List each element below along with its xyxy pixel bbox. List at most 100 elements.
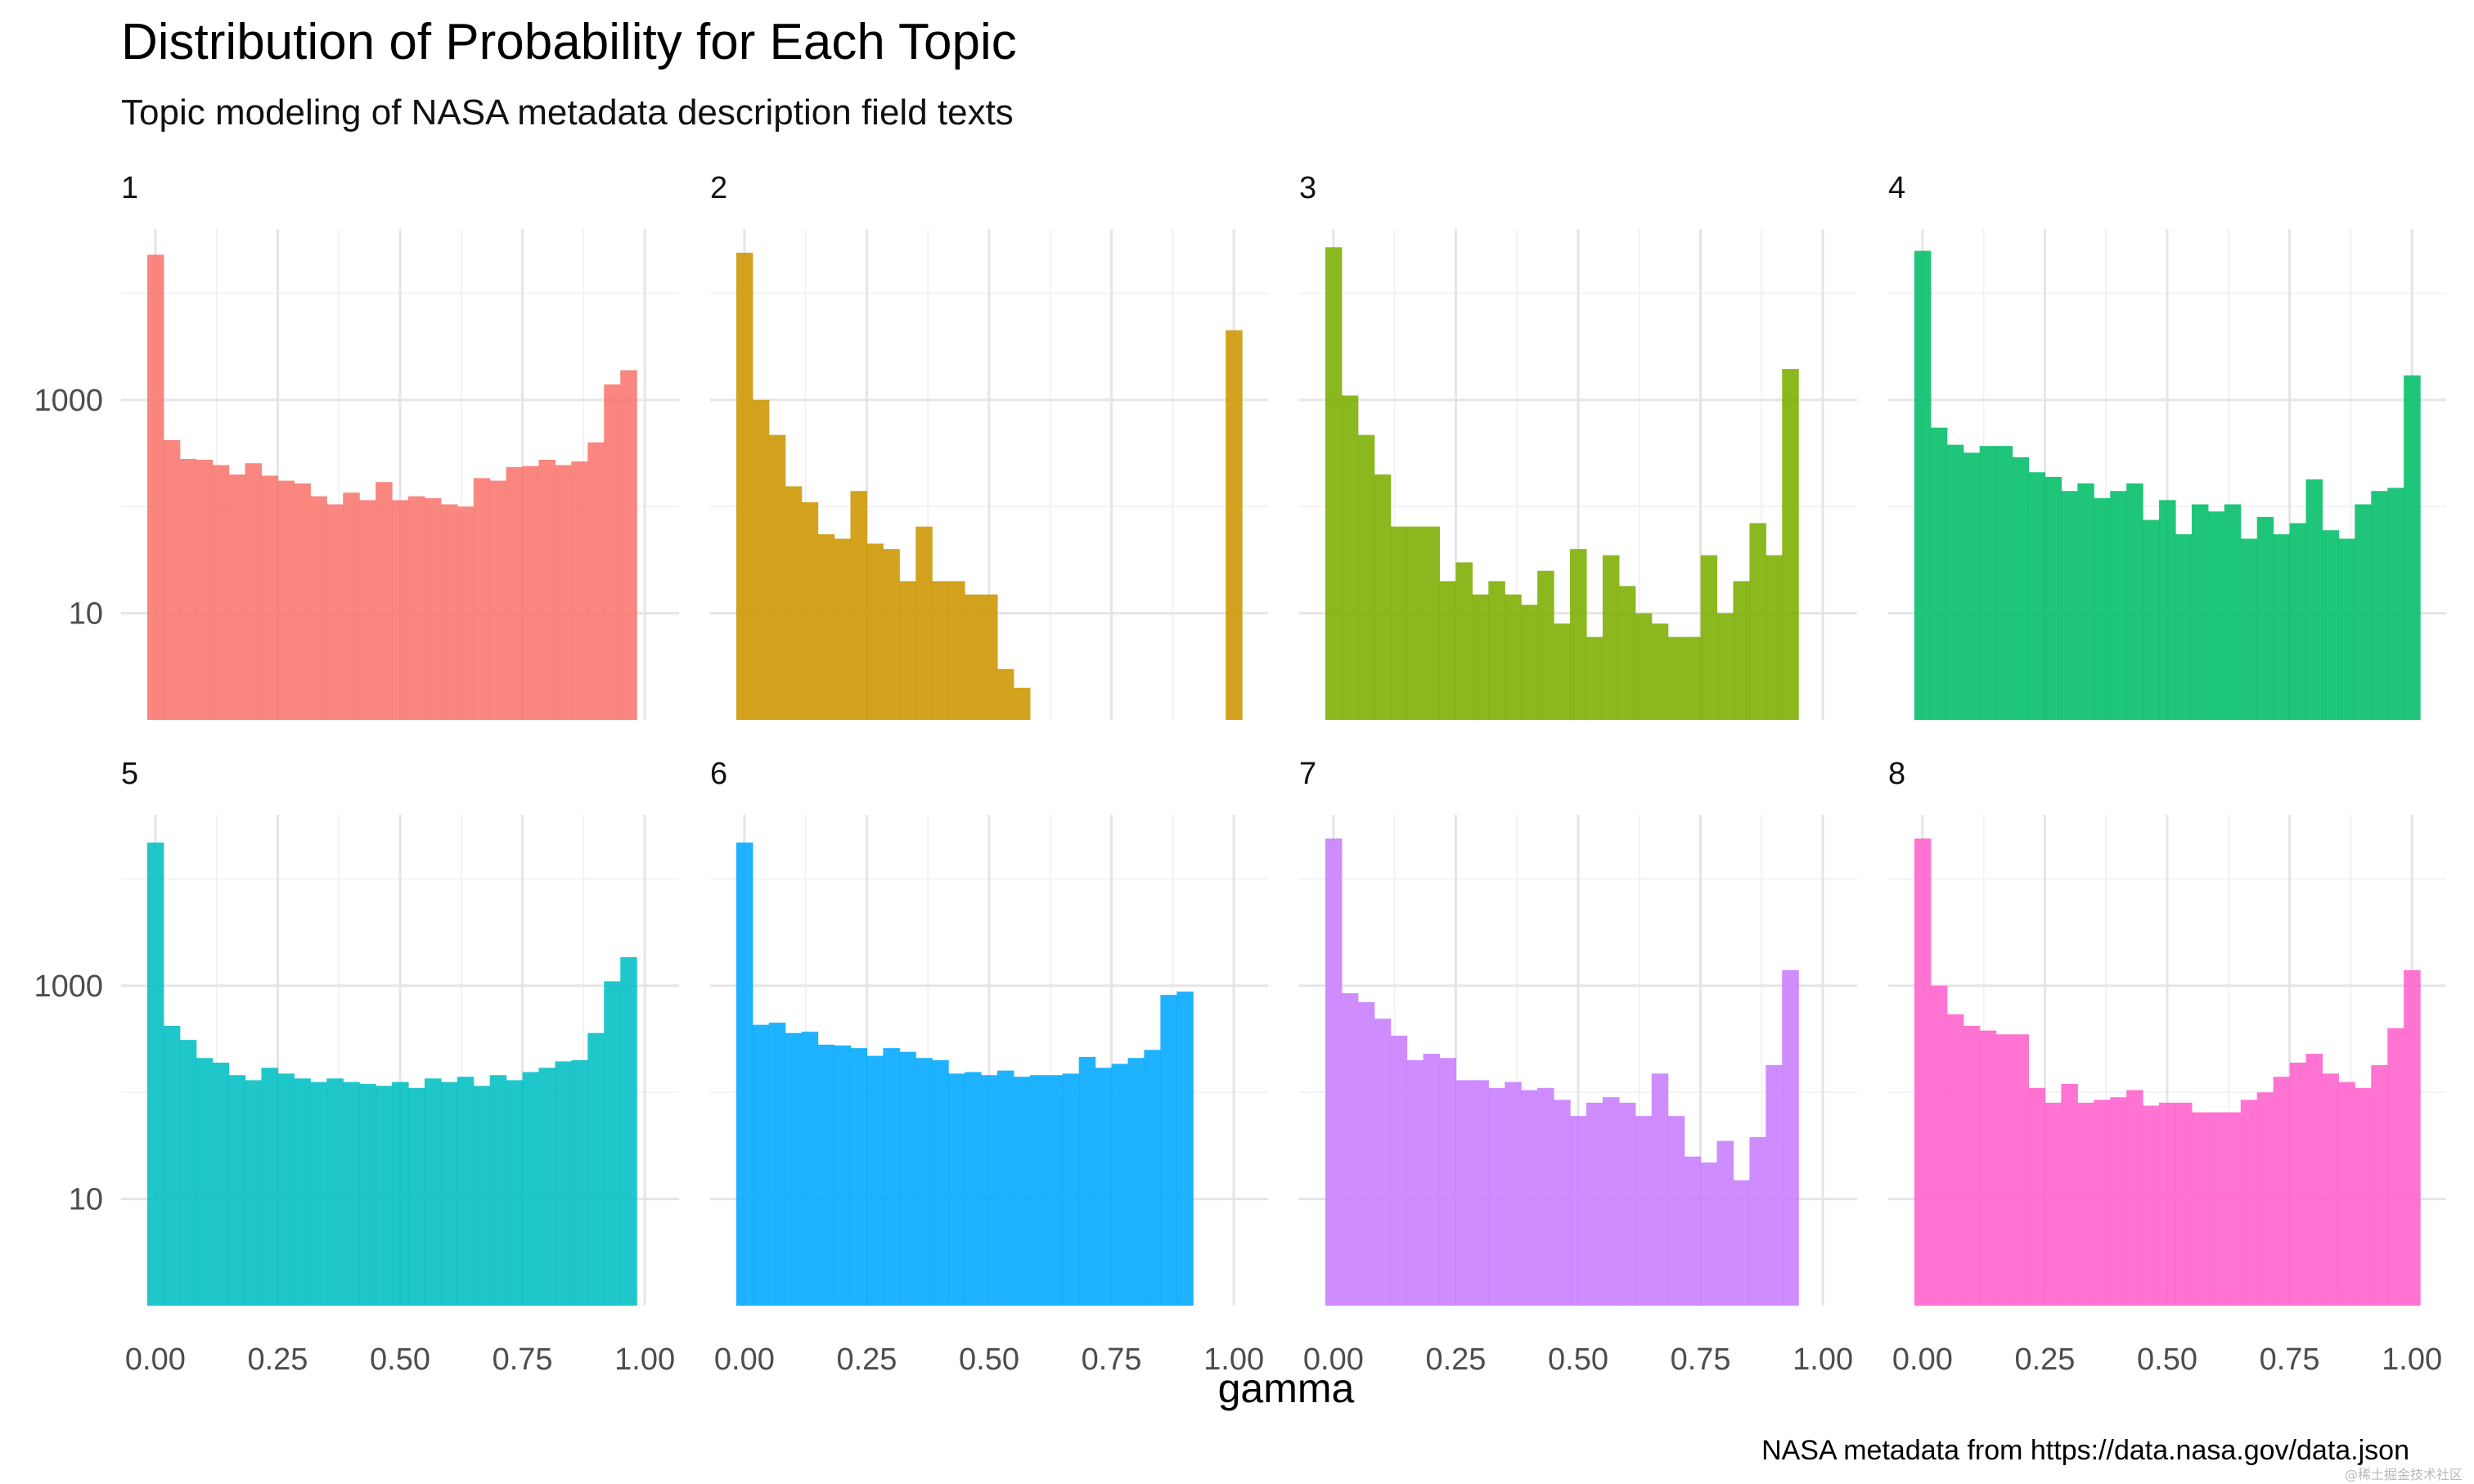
- x-tick-label: 0.00: [714, 1342, 775, 1377]
- histogram-bar: [801, 1032, 819, 1306]
- histogram-bar: [196, 459, 214, 720]
- x-tick-label: 0.25: [836, 1342, 897, 1377]
- histogram-bar: [326, 1078, 344, 1306]
- histogram-bar: [522, 465, 540, 720]
- x-tick-label: 0.75: [493, 1342, 553, 1377]
- histogram-bar: [768, 1023, 786, 1306]
- histogram-bar: [1979, 1030, 1997, 1306]
- histogram-bar: [915, 526, 933, 720]
- histogram-bar: [2044, 1102, 2062, 1306]
- histogram-bar: [376, 1086, 393, 1306]
- x-tick-label: 0.00: [1892, 1342, 1953, 1377]
- histogram-bar: [1111, 1064, 1129, 1306]
- histogram-bar: [245, 463, 263, 720]
- histogram-bar: [2387, 488, 2404, 720]
- histogram-bar: [1390, 526, 1408, 720]
- histogram-bar: [1930, 427, 1948, 720]
- x-tick-label: 1.00: [1203, 1342, 1264, 1377]
- y-tick-label: 1000: [34, 969, 103, 1004]
- histogram-bar: [2077, 483, 2094, 720]
- histogram-bar: [1078, 1056, 1096, 1306]
- histogram-bar: [294, 483, 311, 720]
- facet-label: 1: [121, 171, 138, 205]
- histogram-bar: [948, 581, 965, 720]
- histogram-bar: [1341, 395, 1359, 720]
- histogram-bar: [179, 1040, 197, 1306]
- histogram-bar: [1995, 446, 2013, 720]
- facet-label: 7: [1299, 757, 1316, 791]
- histogram-bar: [407, 496, 425, 720]
- histogram-bar: [343, 492, 360, 720]
- histogram-bar: [1521, 1090, 1538, 1306]
- histogram-bar: [261, 1068, 279, 1306]
- x-tick-label: 0.75: [1082, 1342, 1142, 1377]
- histogram-bar: [2338, 538, 2355, 720]
- histogram-bar: [1667, 1116, 1685, 1306]
- histogram-bar: [2028, 472, 2046, 720]
- histogram-bar: [1700, 555, 1718, 720]
- chart-caption: NASA metadata from https://data.nasa.gov…: [1761, 1435, 2409, 1466]
- histogram-bar: [1390, 1035, 1408, 1306]
- chart-subtitle: Topic modeling of NASA metadata descript…: [121, 92, 1014, 133]
- chart-title: Distribution of Probability for Each Top…: [121, 14, 1017, 70]
- histogram-bar: [1455, 1080, 1473, 1306]
- histogram-bar: [932, 1060, 949, 1306]
- histogram-bar: [1635, 613, 1653, 720]
- x-axis-title: gamma: [1218, 1365, 1355, 1411]
- watermark: @稀土掘金技术社区: [2345, 1467, 2463, 1482]
- histogram-bar: [2355, 504, 2372, 720]
- histogram-bar: [2322, 1073, 2339, 1306]
- histogram-bar: [2305, 479, 2323, 720]
- x-tick-label: 0.50: [2137, 1342, 2197, 1377]
- histogram-bar: [1651, 623, 1669, 720]
- histogram-bar: [146, 842, 164, 1306]
- histogram-bar: [2355, 1087, 2372, 1306]
- histogram-bar: [538, 1068, 556, 1306]
- x-tick-label: 0.25: [1425, 1342, 1486, 1377]
- histogram-bar: [1749, 1137, 1766, 1306]
- histogram-bar: [2240, 538, 2258, 720]
- histogram-bar: [1618, 1102, 1636, 1306]
- histogram-bar: [817, 534, 835, 720]
- histogram-bar: [261, 475, 279, 720]
- y-tick-label: 1000: [34, 384, 103, 418]
- histogram-bar: [752, 399, 770, 720]
- histogram-bar: [1602, 1097, 1620, 1306]
- histogram-bar: [392, 1082, 409, 1306]
- histogram-bar: [326, 504, 344, 720]
- histogram-bar: [2371, 1064, 2388, 1306]
- histogram-bar: [1357, 1002, 1375, 1306]
- x-tick-label: 0.25: [2014, 1342, 2075, 1377]
- histogram-bar: [1733, 581, 1750, 720]
- histogram-bar: [2207, 511, 2225, 720]
- histogram-bar: [1062, 1073, 1080, 1306]
- histogram-bar: [1046, 1075, 1064, 1306]
- histogram-bar: [1127, 1058, 1145, 1306]
- histogram-bar: [571, 461, 588, 720]
- histogram-bar: [996, 668, 1014, 720]
- histogram-bar: [1963, 1025, 1981, 1306]
- histogram-bar: [359, 1083, 376, 1306]
- histogram-bar: [1013, 1077, 1031, 1306]
- y-tick-label: 10: [69, 1183, 103, 1217]
- histogram-bar: [440, 1082, 458, 1306]
- histogram-bar: [1505, 594, 1522, 720]
- histogram-bar: [883, 549, 900, 720]
- histogram-bar: [948, 1073, 965, 1306]
- histogram-bar: [2224, 504, 2242, 720]
- histogram-bar: [1144, 1050, 1161, 1306]
- histogram-bar: [1766, 555, 1783, 720]
- histogram-bar: [2387, 1028, 2404, 1306]
- histogram-bar: [604, 981, 621, 1306]
- x-tick-label: 1.00: [614, 1342, 675, 1377]
- histogram-bar: [2110, 1097, 2127, 1306]
- histogram-bar: [1095, 1068, 1113, 1306]
- histogram-bar: [915, 1058, 933, 1306]
- histogram-bar: [2143, 1105, 2160, 1306]
- x-tick-label: 0.50: [1548, 1342, 1608, 1377]
- histogram-bar: [899, 581, 916, 720]
- histogram-bar: [1570, 1116, 1587, 1306]
- histogram-bar: [2322, 530, 2339, 720]
- histogram-bar: [1766, 1064, 1783, 1306]
